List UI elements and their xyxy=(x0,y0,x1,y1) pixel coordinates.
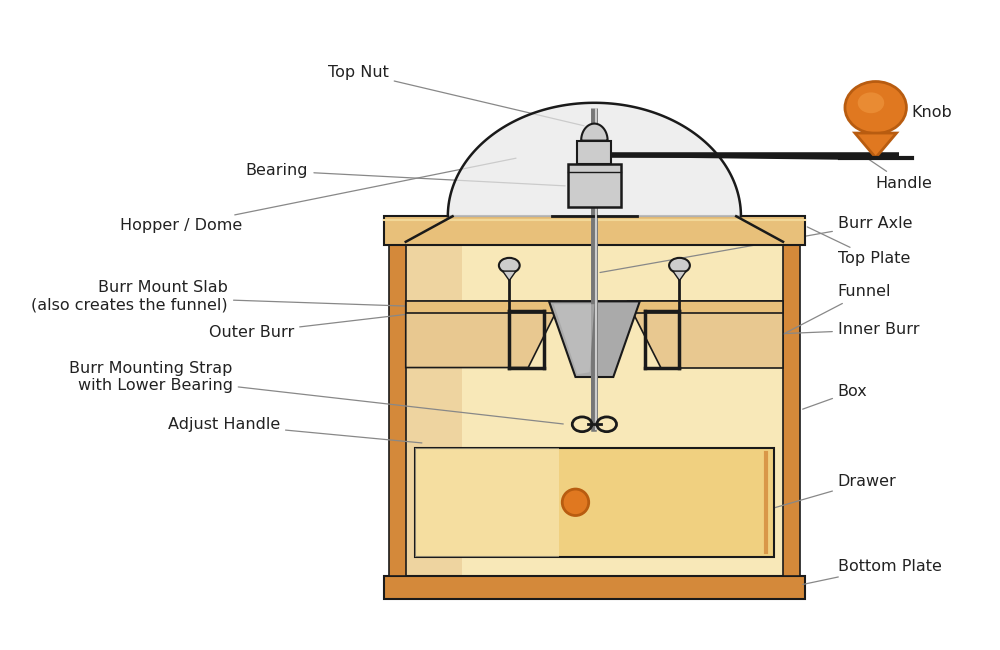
Text: Top Plate: Top Plate xyxy=(807,227,910,266)
Bar xyxy=(406,233,462,575)
Polygon shape xyxy=(554,304,594,374)
Text: Hopper / Dome: Hopper / Dome xyxy=(120,158,516,233)
Ellipse shape xyxy=(858,92,884,113)
Text: Bearing: Bearing xyxy=(246,163,565,186)
Text: Inner Burr: Inner Burr xyxy=(647,322,919,339)
Bar xyxy=(406,233,783,575)
Bar xyxy=(783,233,800,575)
Ellipse shape xyxy=(845,81,906,133)
Text: Burr Axle: Burr Axle xyxy=(600,216,912,272)
Text: Knob: Knob xyxy=(904,105,952,120)
Text: Burr Mounting Strap
with Lower Bearing: Burr Mounting Strap with Lower Bearing xyxy=(69,361,563,424)
Bar xyxy=(415,448,559,556)
Circle shape xyxy=(562,489,589,515)
Polygon shape xyxy=(549,302,640,377)
Ellipse shape xyxy=(669,258,690,273)
Text: Box: Box xyxy=(803,384,868,409)
Bar xyxy=(384,575,805,599)
Text: Adjust Handle: Adjust Handle xyxy=(168,417,422,443)
Text: Drawer: Drawer xyxy=(772,473,897,508)
Bar xyxy=(577,140,611,164)
Bar xyxy=(568,164,621,207)
Bar xyxy=(389,233,406,575)
Text: Burr Mount Slab
(also creates the funnel): Burr Mount Slab (also creates the funnel… xyxy=(31,280,431,313)
Polygon shape xyxy=(406,302,561,367)
Polygon shape xyxy=(503,271,516,281)
Polygon shape xyxy=(581,124,608,140)
Text: Handle: Handle xyxy=(869,159,933,190)
Polygon shape xyxy=(673,271,686,281)
Text: Funnel: Funnel xyxy=(776,285,891,338)
Text: Bottom Plate: Bottom Plate xyxy=(803,558,942,584)
Text: Top Nut: Top Nut xyxy=(328,65,584,126)
Text: Outer Burr: Outer Burr xyxy=(209,302,514,340)
Bar xyxy=(406,302,783,313)
Bar xyxy=(384,216,805,244)
Polygon shape xyxy=(448,103,741,216)
Polygon shape xyxy=(627,302,783,367)
Ellipse shape xyxy=(499,258,520,273)
Bar xyxy=(415,448,774,556)
Polygon shape xyxy=(855,133,896,158)
